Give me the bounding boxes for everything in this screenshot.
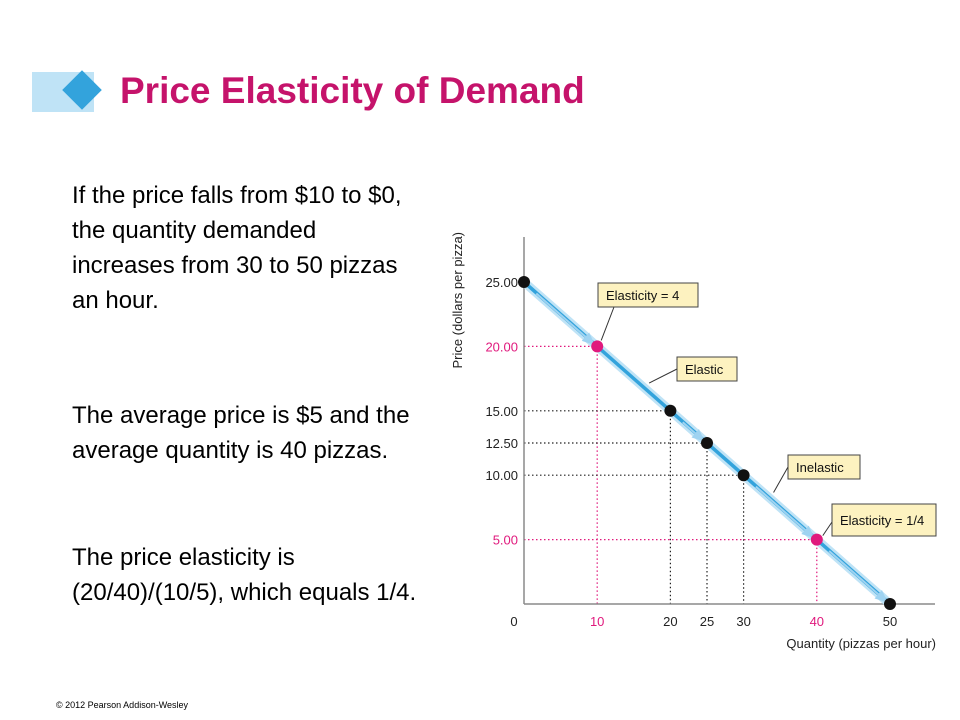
y-tick-label-5: 5.00 (493, 533, 518, 548)
callout-label-3: Elasticity = 1/4 (840, 513, 924, 528)
data-point-0 (518, 276, 530, 288)
movement-arrow-0 (535, 292, 596, 346)
callout-label-1: Elastic (685, 362, 724, 377)
x-tick-label-0: 0 (510, 614, 517, 629)
x-tick-label-5: 40 (810, 614, 824, 629)
callout-leader-2 (773, 466, 789, 493)
y-tick-label-0: 25.00 (485, 275, 518, 290)
copyright-footer: © 2012 Pearson Addison-Wesley (56, 700, 189, 710)
x-tick-label-3: 25 (700, 614, 714, 629)
callout-box-2 (787, 454, 861, 480)
x-axis-label: Quantity (pizzas per hour) (786, 636, 936, 651)
x-tick-label-4: 30 (736, 614, 750, 629)
callout-leader-0 (600, 306, 615, 341)
paragraph-price-fall: If the price falls from $10 to $0, the q… (72, 182, 402, 314)
callout-box-1 (676, 356, 738, 382)
y-axis-label: Price (dollars per pizza) (450, 232, 465, 369)
data-point-3 (701, 437, 713, 449)
data-point-1 (591, 340, 604, 353)
data-point-2 (664, 404, 677, 417)
x-tick-label-6: 50 (883, 614, 897, 629)
callout-label-0: Elasticity = 4 (606, 288, 679, 303)
data-point-6 (884, 598, 896, 610)
slide-title: Price Elasticity of Demand (120, 70, 585, 111)
x-tick-label-1: 10 (590, 614, 604, 629)
movement-arrow-1 (682, 421, 706, 443)
y-tick-label-1: 20.00 (485, 339, 518, 354)
y-tick-label-2: 15.00 (485, 404, 518, 419)
data-point-4 (737, 469, 750, 482)
callout-box-3 (831, 503, 937, 537)
paragraph-elasticity: The price elasticity is (20/40)/(10/5), … (72, 544, 417, 606)
y-tick-label-4: 10.00 (485, 468, 518, 483)
y-tick-label-3: 12.50 (485, 436, 518, 451)
callout-label-2: Inelastic (796, 460, 844, 475)
movement-arrow-3 (828, 550, 889, 604)
callout-box-0 (597, 282, 699, 308)
data-point-5 (810, 533, 823, 546)
movement-arrow-2 (755, 485, 816, 539)
callout-leader-3 (822, 521, 833, 536)
x-tick-label-2: 20 (663, 614, 677, 629)
callout-leader-1 (648, 368, 678, 384)
paragraph-average: The average price is $5 and the average … (72, 402, 410, 464)
demand-curve-chart: Elasticity = 4 Elastic Inelastic Elasticity… (450, 232, 937, 651)
